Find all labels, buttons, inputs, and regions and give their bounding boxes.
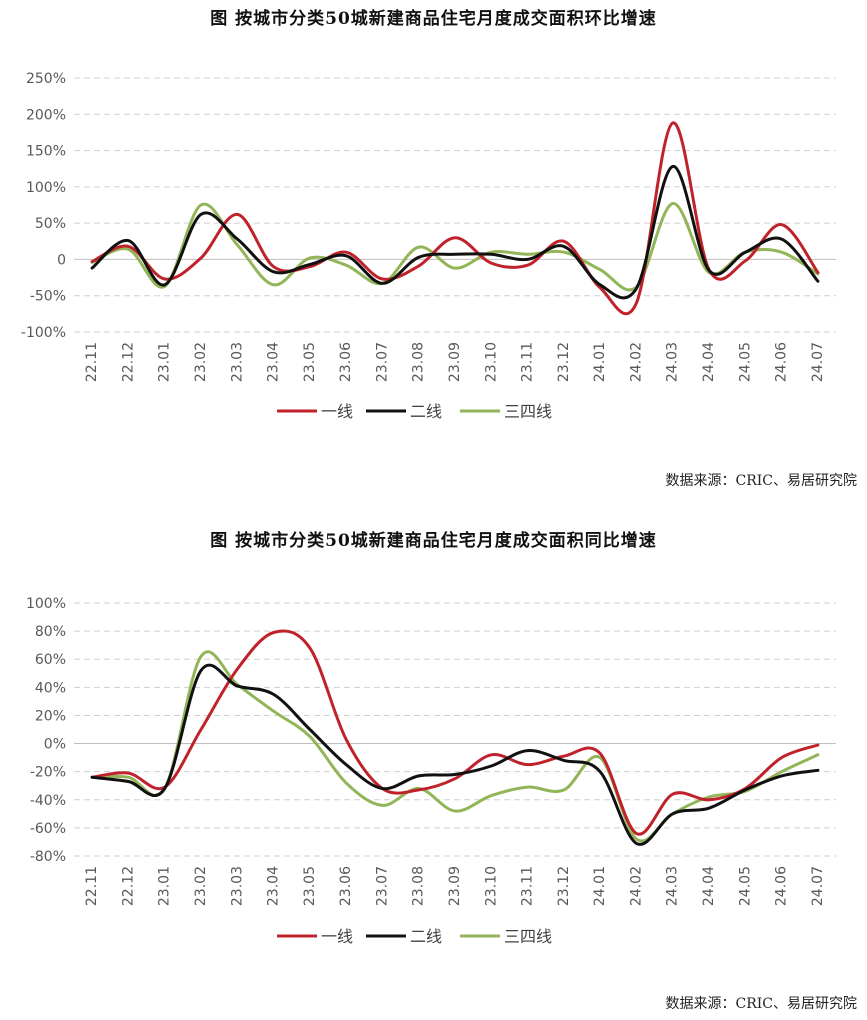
chart2-ytick-label: -40% [30,793,66,809]
chart1-xtick-label: 24.04 [701,342,717,382]
chart2-ytick-label: -80% [30,849,66,865]
chart2-xtick-label: 24.07 [810,866,826,906]
chart1-legend-label: 一线 [321,402,353,421]
chart1-xtick-label: 23.11 [520,342,536,382]
chart2-yoy-growth: 100% 80% 60% 40% 20% 0% -20% -40% -60% -80% 22.11 2… [26,596,836,946]
chart1-mom-growth: 250% 200% 150% 100% 50% 0 -50% -100% 22.11 22.12 2… [21,71,836,421]
chart2-xtick-label: 22.11 [84,866,100,906]
chart2-xtick-label: 24.06 [774,866,790,906]
chart2-xtick-label: 23.09 [447,866,463,906]
chart2-xtick-label: 23.05 [302,866,318,906]
chart2-xtick-label: 23.06 [338,866,354,906]
chart1-series-line-2 [90,165,820,300]
chart2-xtick-label: 23.12 [556,866,572,906]
chart2-xtick-label: 24.02 [628,866,644,906]
chart2-ytick-label: 0% [44,737,66,753]
chart1-series-line-1 [90,121,820,315]
chart2-ytick-label: 100% [26,596,66,612]
chart2-title: 图 按城市分类50城新建商品住宅月度成交面积同比增速 [210,531,657,551]
chart2-ytick-label: 20% [35,708,66,724]
chart1-xtick-label: 23.03 [229,342,245,382]
chart2-ytick-label: -20% [30,765,66,781]
chart1-ytick-label: 250% [26,71,66,87]
chart2-legend-label: 二线 [410,927,442,946]
chart2-xtick-label: 23.04 [266,866,282,906]
chart1-xtick-label: 23.04 [266,342,282,382]
chart1-xtick-label: 23.05 [302,342,318,382]
chart2-source: 数据来源：CRIC、易居研究院 [665,996,858,1012]
chart2-series-line-1 [90,629,820,836]
chart1-xtick-label: 23.08 [411,342,427,382]
chart1-xtick-label: 23.07 [374,342,390,382]
chart2-xtick-label: 23.11 [520,866,536,906]
chart2-xtick-label: 23.07 [374,866,390,906]
chart1-ytick-label: -100% [21,325,66,341]
chart1-xtick-label: 24.03 [665,342,681,382]
chart1-xtick-label: 23.09 [447,342,463,382]
chart1-xtick-label: 24.02 [628,342,644,382]
chart1-xtick-label: 22.11 [84,342,100,382]
chart1-xtick-label: 24.07 [810,342,826,382]
chart2-xtick-label: 23.01 [157,866,173,906]
chart2-xtick-label: 24.03 [665,866,681,906]
chart1-xtick-label: 23.02 [193,342,209,382]
chart2-xtick-label: 23.03 [229,866,245,906]
chart1-xtick-label: 23.12 [556,342,572,382]
chart1-xtick-label: 24.05 [737,342,753,382]
chart1-xtick-label: 22.12 [120,342,136,382]
chart2-xtick-label: 24.01 [592,866,608,906]
chart1-xtick-label: 24.01 [592,342,608,382]
chart1-legend-label: 二线 [410,402,442,421]
chart2-xtick-label: 24.05 [737,866,753,906]
chart1-xtick-label: 24.06 [774,342,790,382]
chart1-xtick-label: 23.10 [483,342,499,382]
chart1-ytick-label: 100% [26,180,66,196]
chart1-source: 数据来源：CRIC、易居研究院 [665,473,858,489]
chart2-series-line-3 [90,650,820,843]
chart2-legend-label: 一线 [321,927,353,946]
chart2-xtick-label: 24.04 [701,866,717,906]
chart2-ytick-label: 40% [35,680,66,696]
chart2-ytick-label: 80% [35,624,66,640]
chart1-series-line-3 [90,202,820,292]
chart2-series-line-2 [90,663,820,846]
chart2-ytick-label: 60% [35,652,66,668]
chart2-xtick-label: 22.12 [120,866,136,906]
chart2-xtick-label: 23.10 [483,866,499,906]
chart1-xtick-label: 23.01 [157,342,173,382]
chart1-ytick-label: 50% [35,216,66,232]
chart2-xtick-label: 23.02 [193,866,209,906]
chart1-title: 图 按城市分类50城新建商品住宅月度成交面积环比增速 [210,9,657,29]
chart1-xtick-label: 23.06 [338,342,354,382]
chart1-ytick-label: 150% [26,144,66,160]
chart1-ytick-label: 200% [26,107,66,123]
chart2-ytick-label: -60% [30,821,66,837]
chart1-legend-label: 三四线 [504,402,552,421]
chart1-ytick-label: -50% [30,289,66,305]
chart2-xtick-label: 23.08 [411,866,427,906]
chart1-ytick-label: 0 [57,252,66,268]
chart2-legend-label: 三四线 [504,927,552,946]
